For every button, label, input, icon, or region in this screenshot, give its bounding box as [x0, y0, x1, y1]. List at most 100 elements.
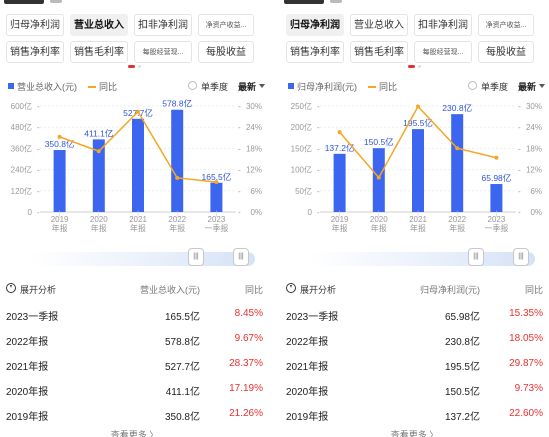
bar-data-label: 195.5亿: [403, 118, 433, 128]
bar-data-label: 65.98亿: [482, 173, 512, 183]
right-panel-net-profit: 归母净利润 营业总收入 扣非净利润 净资产收益... 销售净利率 销售毛利率 每股经营现..…: [280, 0, 549, 437]
row-period: 2023一季报: [286, 312, 339, 323]
row-yoy: 28.37%: [229, 358, 263, 369]
y-tick-dash: -: [317, 187, 320, 196]
row-period: 2021年报: [286, 362, 329, 373]
legend-bar-swatch: [288, 83, 294, 89]
yoy-point: [214, 180, 219, 185]
yoy-point: [376, 175, 381, 180]
bar: [372, 148, 385, 212]
tab-metric[interactable]: 扣非净利润: [134, 14, 192, 36]
x-tick-mark: |: [216, 211, 218, 217]
yoy-point: [494, 155, 499, 160]
row-value: 150.5亿: [444, 387, 480, 398]
expand-analysis-icon[interactable]: [286, 283, 296, 293]
bar: [333, 153, 346, 212]
y-tick-label: 0: [28, 208, 33, 217]
tab-metric[interactable]: 营业总收入: [70, 14, 128, 36]
row-period: 2022年报: [6, 337, 49, 348]
bar: [171, 109, 184, 212]
x-tick-label: 一季报: [484, 223, 508, 233]
row-value: 527.7亿: [164, 362, 200, 373]
tab-metric[interactable]: 净资产收益...: [198, 14, 254, 36]
x-tick-mark: |: [59, 211, 61, 217]
chart-legend: 营业总收入(元) 同比 单季度 最新: [8, 80, 266, 94]
row-yoy: 17.19%: [229, 383, 263, 394]
y2-tick-label: 0%: [250, 208, 262, 217]
expand-analysis-label[interactable]: 展开分析: [300, 285, 337, 295]
latest-dropdown[interactable]: 最新: [238, 82, 257, 92]
page-dot: [138, 65, 141, 68]
x-tick-mark: |: [137, 211, 139, 217]
tab-metric[interactable]: 扣非净利润: [414, 14, 472, 36]
y-tick-label: 240亿: [11, 165, 32, 175]
view-more-link[interactable]: 查看更多 〉: [110, 430, 159, 437]
y2-tick-dash: -: [518, 208, 521, 217]
tab-metric[interactable]: 每股收益: [198, 41, 254, 63]
cropped-header: [284, 0, 342, 4]
chevron-down-icon[interactable]: [539, 84, 545, 88]
left-panel-revenue: 归母净利润 营业总收入 扣非净利润 净资产收益... 销售净利率 销售毛利率 每股经营现..…: [0, 0, 269, 437]
tab-metric[interactable]: 归母净利润: [6, 14, 64, 36]
y-tick-label: 120亿: [11, 186, 32, 196]
table-header: 展开分析 归母净利润(元) 同比: [280, 280, 549, 300]
x-tick-mark: |: [176, 211, 178, 217]
x-tick-mark: |: [378, 211, 380, 217]
tab-metric[interactable]: 净资产收益...: [478, 14, 534, 36]
x-tick-label: 2022: [168, 215, 186, 224]
single-quarter-radio[interactable]: [188, 81, 197, 90]
row-yoy: 9.67%: [234, 333, 263, 344]
chevron-down-icon[interactable]: [259, 84, 265, 88]
single-quarter-label[interactable]: 单季度: [481, 82, 509, 92]
y2-tick-label: 24%: [526, 123, 542, 132]
slider-handle-right[interactable]: |||: [513, 248, 529, 266]
slider-track[interactable]: [30, 252, 255, 266]
bar-data-label: 350.8亿: [45, 139, 75, 149]
legend-bar-swatch: [8, 83, 14, 89]
row-yoy: 29.87%: [509, 358, 543, 369]
legend-line-swatch: [368, 86, 376, 88]
yoy-point: [416, 104, 420, 109]
x-tick-label: 2021: [129, 215, 147, 224]
y2-tick-label: 24%: [246, 123, 262, 132]
tab-metric[interactable]: 营业总收入: [350, 14, 408, 36]
row-value: 230.8亿: [444, 337, 480, 348]
tab-metric[interactable]: 每股经营现...: [414, 41, 472, 63]
slider-track[interactable]: [310, 252, 535, 266]
x-tick-label: 一季报: [204, 223, 228, 233]
bar: [451, 114, 464, 212]
x-tick-label: 2023: [488, 215, 506, 224]
table-row: 2021年报 195.5亿 29.87%: [280, 352, 549, 376]
y2-tick-dash: -: [238, 187, 241, 196]
tab-metric[interactable]: 销售净利率: [286, 41, 344, 63]
slider-handle-left[interactable]: |||: [188, 248, 204, 266]
expand-analysis-icon[interactable]: [6, 283, 16, 293]
tab-metric[interactable]: 销售毛利率: [70, 41, 128, 63]
cropped-title-block: [284, 0, 324, 4]
tab-metric[interactable]: 销售毛利率: [350, 41, 408, 63]
table-row: 2020年报 150.5亿 9.73%: [280, 377, 549, 401]
row-period: 2020年报: [286, 387, 329, 398]
tab-metric[interactable]: 销售净利率: [6, 41, 64, 63]
range-slider[interactable]: ||| |||: [310, 248, 535, 270]
range-slider[interactable]: ||| |||: [30, 248, 255, 270]
bar-data-label: 578.8亿: [162, 99, 192, 109]
tab-metric[interactable]: 每股收益: [478, 41, 534, 63]
slider-handle-right[interactable]: |||: [233, 248, 249, 266]
latest-dropdown[interactable]: 最新: [518, 82, 537, 92]
single-quarter-label[interactable]: 单季度: [201, 82, 229, 92]
x-tick-mark: |: [496, 211, 498, 217]
tab-metric[interactable]: 每股经营现...: [134, 41, 192, 63]
chart-legend: 归母净利润(元) 同比 单季度 最新: [288, 80, 546, 94]
y-tick-dash: -: [317, 123, 320, 132]
bar-data-label: 165.5亿: [202, 172, 232, 182]
column-header-yoy: 同比: [244, 285, 263, 295]
tab-metric[interactable]: 归母净利润: [286, 14, 344, 36]
single-quarter-radio[interactable]: [468, 81, 477, 90]
slider-handle-left[interactable]: |||: [468, 248, 484, 266]
y-tick-label: 0: [308, 208, 313, 217]
expand-analysis-label[interactable]: 展开分析: [20, 285, 57, 295]
view-more-link[interactable]: 查看更多 〉: [390, 430, 439, 437]
y2-tick-dash: -: [238, 166, 241, 175]
x-tick-mark: |: [417, 211, 419, 217]
